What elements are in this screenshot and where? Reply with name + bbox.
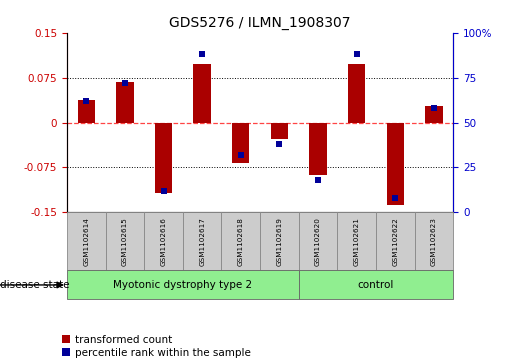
- Text: disease state: disease state: [0, 280, 70, 290]
- Bar: [310, 123, 327, 175]
- Legend: transformed count, percentile rank within the sample: transformed count, percentile rank withi…: [62, 335, 251, 358]
- Bar: [299, 270, 453, 299]
- Bar: [415, 212, 453, 270]
- Title: GDS5276 / ILMN_1908307: GDS5276 / ILMN_1908307: [169, 16, 351, 30]
- Bar: [106, 212, 144, 270]
- Text: GSM1102623: GSM1102623: [431, 217, 437, 266]
- Bar: [78, 100, 95, 123]
- Bar: [67, 270, 299, 299]
- Text: Myotonic dystrophy type 2: Myotonic dystrophy type 2: [113, 280, 252, 290]
- Text: GSM1102620: GSM1102620: [315, 217, 321, 266]
- Text: GSM1102619: GSM1102619: [277, 217, 282, 266]
- Bar: [348, 64, 365, 123]
- Bar: [387, 123, 404, 205]
- Text: GSM1102622: GSM1102622: [392, 217, 398, 266]
- Bar: [232, 123, 249, 163]
- Bar: [376, 212, 415, 270]
- Bar: [144, 212, 183, 270]
- Text: control: control: [358, 280, 394, 290]
- Bar: [155, 123, 172, 193]
- Bar: [337, 212, 376, 270]
- Bar: [67, 212, 106, 270]
- Text: GSM1102614: GSM1102614: [83, 217, 89, 266]
- Bar: [116, 82, 133, 123]
- Text: GSM1102617: GSM1102617: [199, 217, 205, 266]
- Text: GSM1102615: GSM1102615: [122, 217, 128, 266]
- Text: GSM1102618: GSM1102618: [238, 217, 244, 266]
- Bar: [194, 64, 211, 123]
- Bar: [221, 212, 260, 270]
- Bar: [183, 212, 221, 270]
- Bar: [299, 212, 337, 270]
- Bar: [271, 123, 288, 139]
- Bar: [425, 106, 442, 123]
- Bar: [260, 212, 299, 270]
- Text: GSM1102621: GSM1102621: [354, 217, 359, 266]
- Text: GSM1102616: GSM1102616: [161, 217, 166, 266]
